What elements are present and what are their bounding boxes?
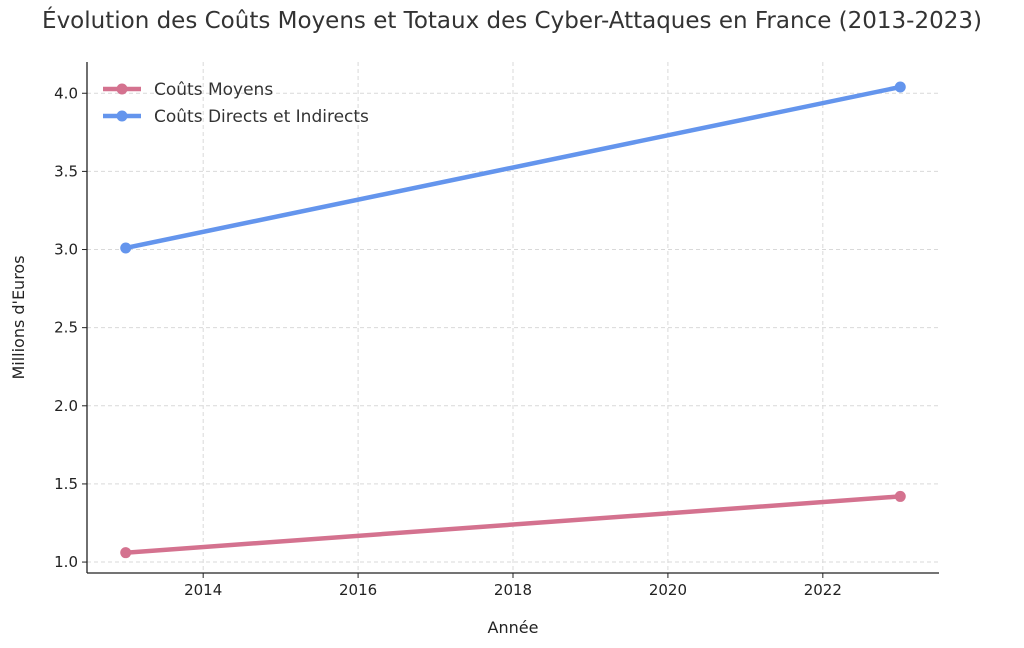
y-tick-label: 2.0	[54, 397, 78, 415]
x-tick-label: 2022	[804, 581, 842, 599]
legend-swatch-marker	[116, 83, 128, 95]
data-point	[894, 81, 906, 93]
x-tick-label: 2018	[494, 581, 532, 599]
chart-title: Évolution des Coûts Moyens et Totaux des…	[42, 8, 982, 34]
x-tick-label: 2014	[184, 581, 222, 599]
series-line-1	[123, 494, 903, 555]
grid	[87, 62, 939, 573]
legend-label: Coûts Directs et Indirects	[154, 107, 369, 127]
y-tick-label: 4.0	[54, 84, 78, 102]
legend: Coûts Moyens Coûts Directs et Indirects	[103, 80, 369, 127]
data-point	[894, 490, 906, 502]
legend-label: Coûts Moyens	[154, 80, 273, 100]
y-tick-label: 1.0	[54, 553, 78, 571]
x-axis-label: Année	[488, 618, 539, 637]
x-tick-label: 2020	[649, 581, 687, 599]
series	[120, 81, 906, 559]
data-point	[120, 547, 132, 559]
series-line-2	[123, 84, 903, 251]
y-ticks: 1.0 1.5 2.0 2.5 3.0 3.5 4.0	[54, 84, 87, 571]
y-tick-label: 1.5	[54, 475, 78, 493]
y-axis-label: Millions d'Euros	[9, 255, 28, 379]
data-point	[120, 242, 132, 254]
y-tick-label: 3.0	[54, 241, 78, 259]
legend-swatch-marker	[116, 110, 128, 122]
x-ticks: 2014 2016 2018 2020 2022	[184, 573, 842, 599]
y-tick-label: 3.5	[54, 162, 78, 180]
x-tick-label: 2016	[339, 581, 377, 599]
y-tick-label: 2.5	[54, 319, 78, 337]
